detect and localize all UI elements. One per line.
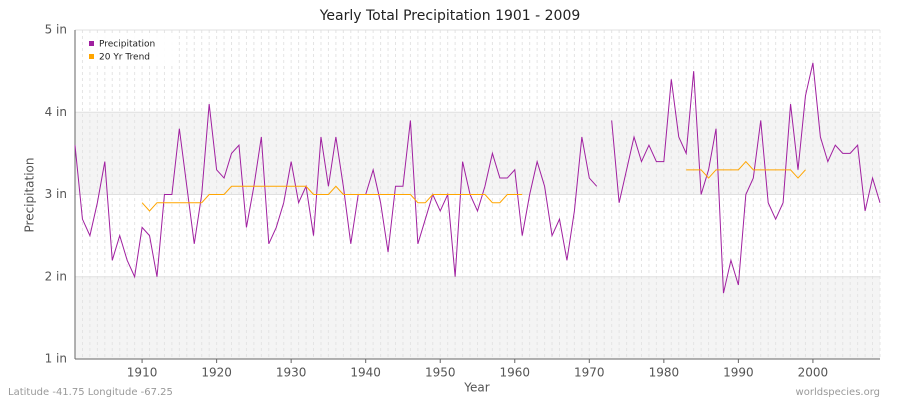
x-tick-label: 1980 bbox=[649, 366, 680, 380]
x-axis-label: Year bbox=[463, 381, 489, 395]
legend-swatch bbox=[89, 54, 94, 59]
x-tick-label: 1910 bbox=[127, 366, 158, 380]
x-tick-label: 1950 bbox=[425, 366, 456, 380]
y-tick-label: 4 in bbox=[45, 105, 67, 119]
x-tick-label: 1920 bbox=[201, 366, 232, 380]
legend-label: Precipitation bbox=[99, 40, 155, 50]
x-tick-label: 1970 bbox=[574, 366, 605, 380]
x-tick-label: 1990 bbox=[723, 366, 754, 380]
legend-label: 20 Yr Trend bbox=[99, 53, 150, 63]
chart-title: Yearly Total Precipitation 1901 - 2009 bbox=[319, 8, 581, 24]
x-tick-label: 1930 bbox=[276, 366, 307, 380]
series-line bbox=[141, 160, 806, 212]
y-tick-label: 1 in bbox=[45, 352, 67, 366]
x-tick-label: 1940 bbox=[350, 366, 381, 380]
footer-left: Latitude -41.75 Longitude -67.25 bbox=[8, 387, 173, 398]
y-axis-label: Precipitation bbox=[23, 157, 37, 232]
y-tick-label: 2 in bbox=[45, 269, 67, 283]
y-tick-label: 5 in bbox=[45, 23, 67, 37]
legend-box bbox=[83, 34, 173, 66]
x-tick-label: 1960 bbox=[499, 366, 530, 380]
footer-right: worldspecies.org bbox=[796, 387, 880, 398]
series-line bbox=[74, 62, 881, 294]
y-tick-label: 3 in bbox=[45, 187, 67, 201]
x-tick-label: 2000 bbox=[798, 366, 829, 380]
legend-swatch bbox=[89, 41, 94, 46]
